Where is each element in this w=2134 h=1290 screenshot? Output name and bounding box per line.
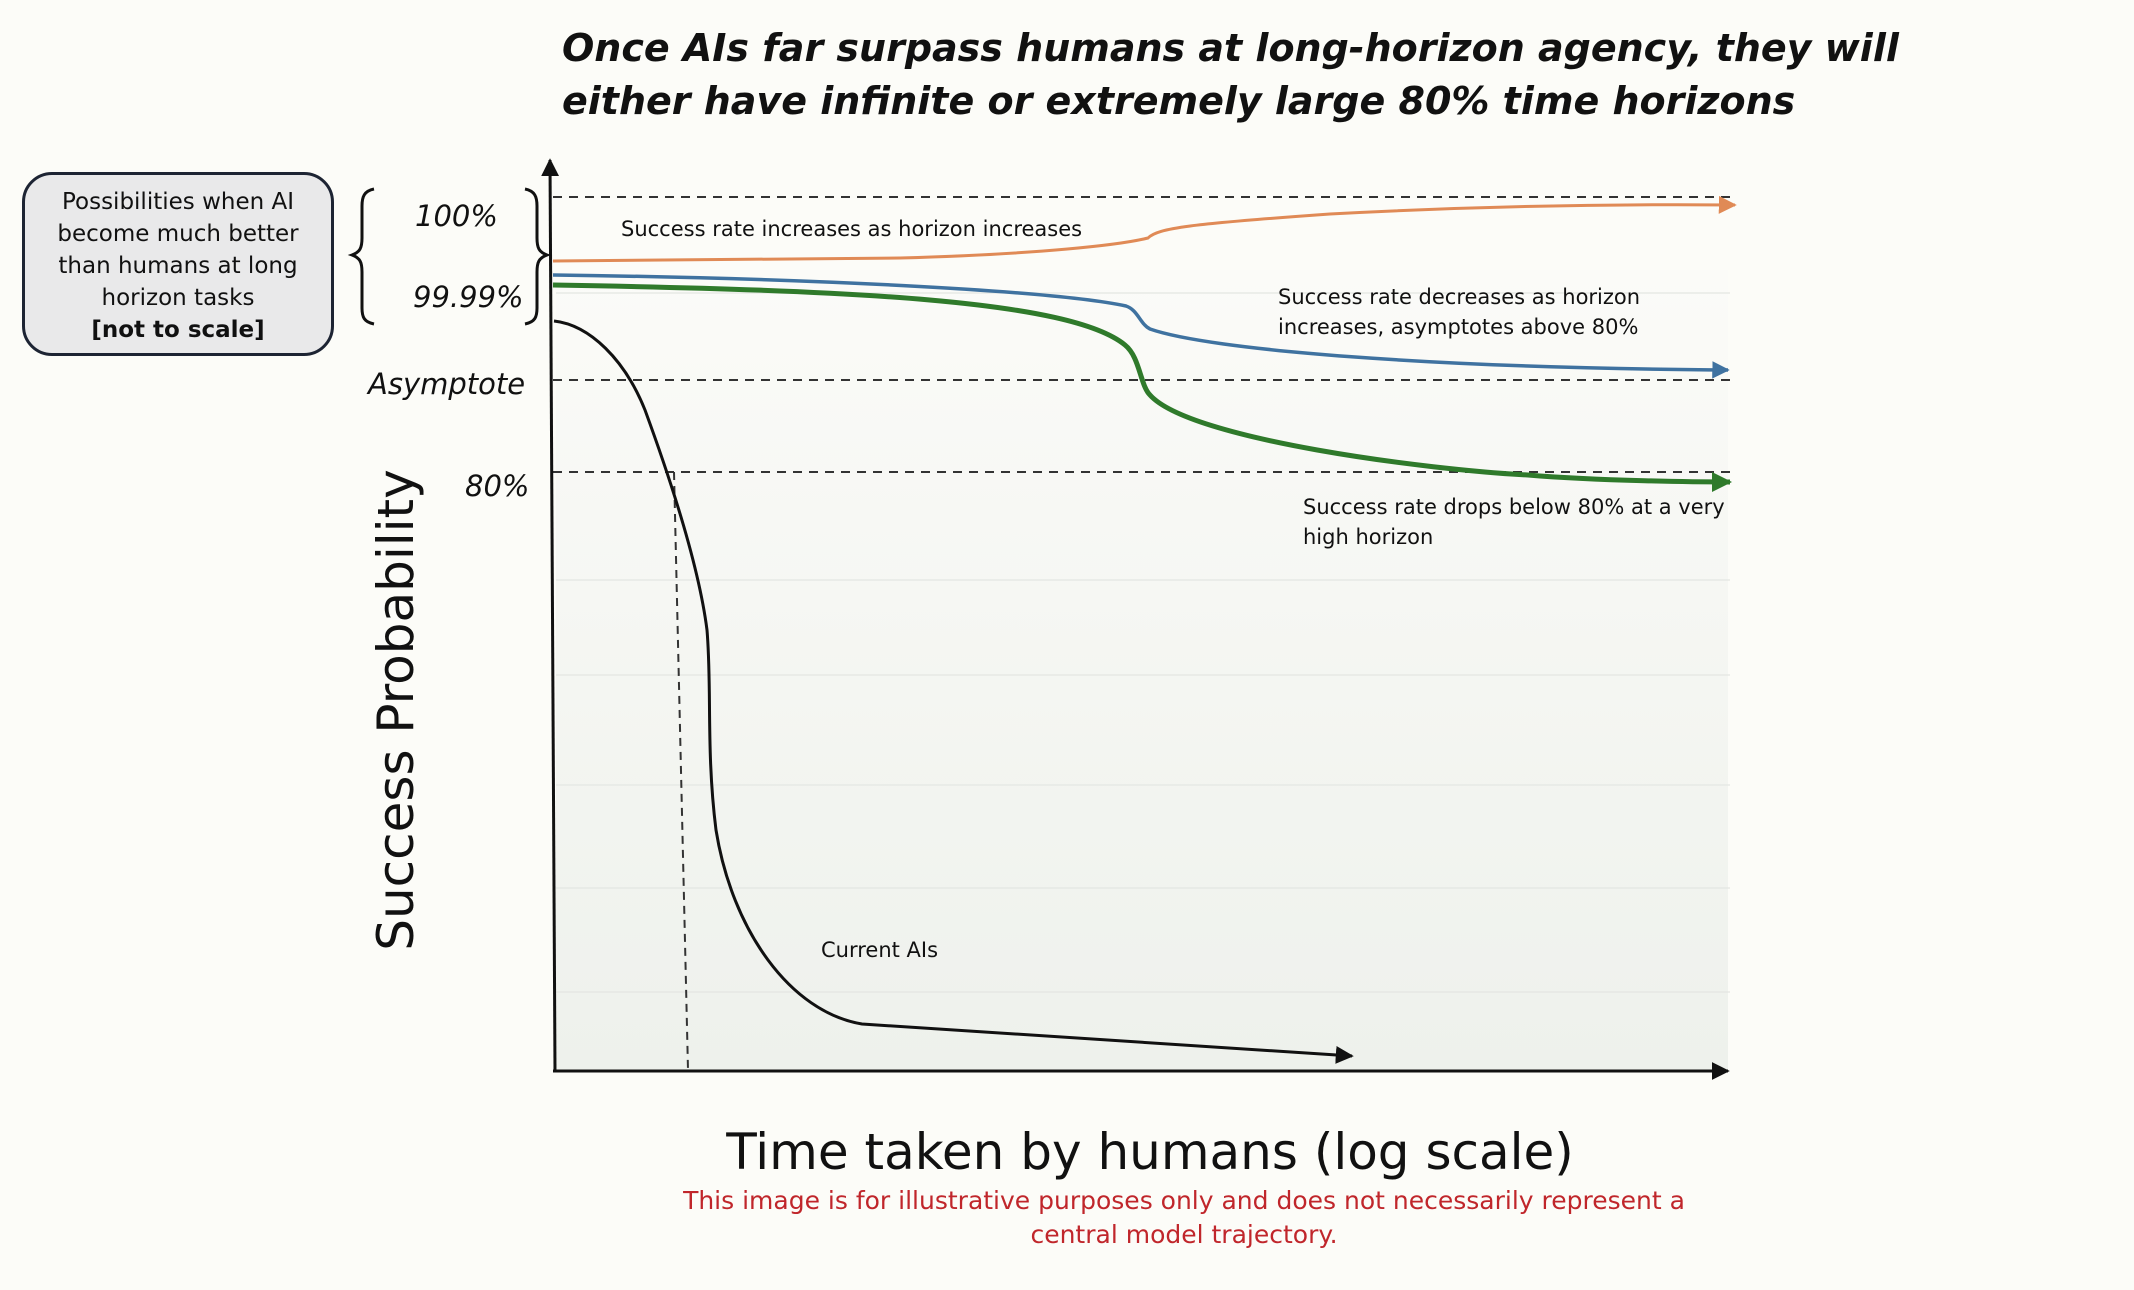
- annotation-drop-line-2: high horizon: [1303, 525, 1433, 549]
- callout-not-to-scale: [not to scale]: [91, 317, 265, 343]
- y-tick-100: 100%: [415, 199, 498, 233]
- disclaimer-note: This image is for illustrative purposes …: [584, 1184, 1784, 1252]
- annotation-increasing: Success rate increases as horizon increa…: [621, 217, 1082, 241]
- chart-title-line-1: Once AIs far surpass humans at long-hori…: [562, 26, 1899, 70]
- callout-brace: [347, 187, 552, 326]
- disclaimer-line-2: central model trajectory.: [1030, 1220, 1338, 1249]
- y-tick-80: 80%: [465, 469, 529, 503]
- series-increasing-line: [552, 195, 1737, 263]
- annotation-current-ai: Current AIs: [821, 938, 938, 962]
- annotation-drop-line-1: Success rate drops below 80% at a very: [1303, 495, 1725, 519]
- annotation-asymptote-line-1: Success rate decreases as horizon: [1278, 285, 1640, 309]
- plot-background: [556, 270, 1728, 1070]
- chart-title-line-2: either have infinite or extremely large …: [562, 79, 1796, 123]
- series-drop-below-80-line: [552, 282, 1732, 492]
- callout-line-4: horizon tasks: [101, 285, 255, 311]
- callout-line-3: than humans at long: [58, 253, 298, 279]
- series-current-ai-line: [553, 319, 1354, 1064]
- chart-title: Once AIs far surpass humans at long-hori…: [562, 22, 1899, 128]
- callout-line-2: become much better: [57, 221, 299, 247]
- y-axis: [541, 158, 560, 1072]
- possibilities-callout: Possibilities when AI become much better…: [22, 172, 334, 356]
- annotation-asymptote-line-2: increases, asymptotes above 80%: [1278, 315, 1638, 339]
- series-asymptote-line: [552, 273, 1730, 379]
- current-ai-80-marker: [673, 471, 689, 1071]
- y-axis-label: Success Probability: [367, 469, 425, 951]
- callout-line-1: Possibilities when AI: [61, 189, 295, 215]
- x-axis-label: Time taken by humans (log scale): [726, 1123, 1574, 1181]
- grid-lines: [556, 292, 1730, 993]
- y-tick-asymptote: Asymptote: [366, 367, 525, 401]
- y-tick-99-99: 99.99%: [413, 280, 524, 314]
- disclaimer-line-1: This image is for illustrative purposes …: [683, 1186, 1685, 1215]
